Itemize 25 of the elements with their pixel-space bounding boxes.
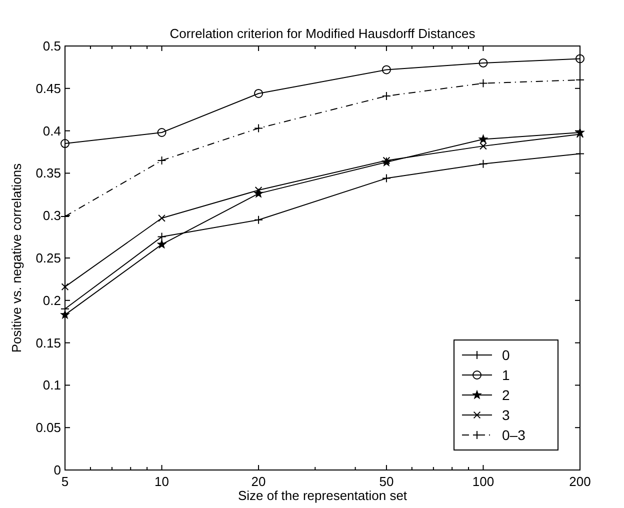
legend-label: 3 [502, 407, 510, 423]
y-axis-title: Positive vs. negative correlations [9, 162, 24, 353]
x-tick-label: 200 [569, 474, 591, 489]
legend-label: 0 [502, 347, 510, 363]
legend-label: 1 [502, 367, 510, 383]
legend-label: 0–3 [502, 427, 526, 443]
x-tick-label: 20 [251, 474, 266, 489]
x-tick-label: 10 [154, 474, 170, 489]
legend-label: 2 [502, 387, 510, 403]
y-tick-label: 0.2 [42, 292, 61, 308]
y-tick-label: 0.1 [42, 378, 61, 393]
x-tick-label: 100 [472, 474, 494, 489]
y-tick-label: 0.4 [42, 123, 61, 138]
x-tick-label: 5 [61, 474, 69, 489]
x-axis-title: Size of the representation set [238, 488, 408, 503]
y-tick-label: 0.05 [36, 420, 61, 436]
y-tick-label: 0.25 [36, 250, 61, 266]
y-tick-label: 0.3 [42, 208, 61, 224]
y-tick-label: 0 [54, 462, 61, 478]
y-tick-label: 0.5 [42, 38, 61, 54]
y-tick-label: 0.35 [36, 166, 61, 181]
y-tick-label: 0.15 [36, 335, 61, 350]
y-tick-label: 0.45 [36, 80, 61, 96]
chart-title: Correlation criterion for Modified Hausdorff Distances [170, 26, 476, 41]
x-tick-label: 50 [379, 474, 394, 489]
